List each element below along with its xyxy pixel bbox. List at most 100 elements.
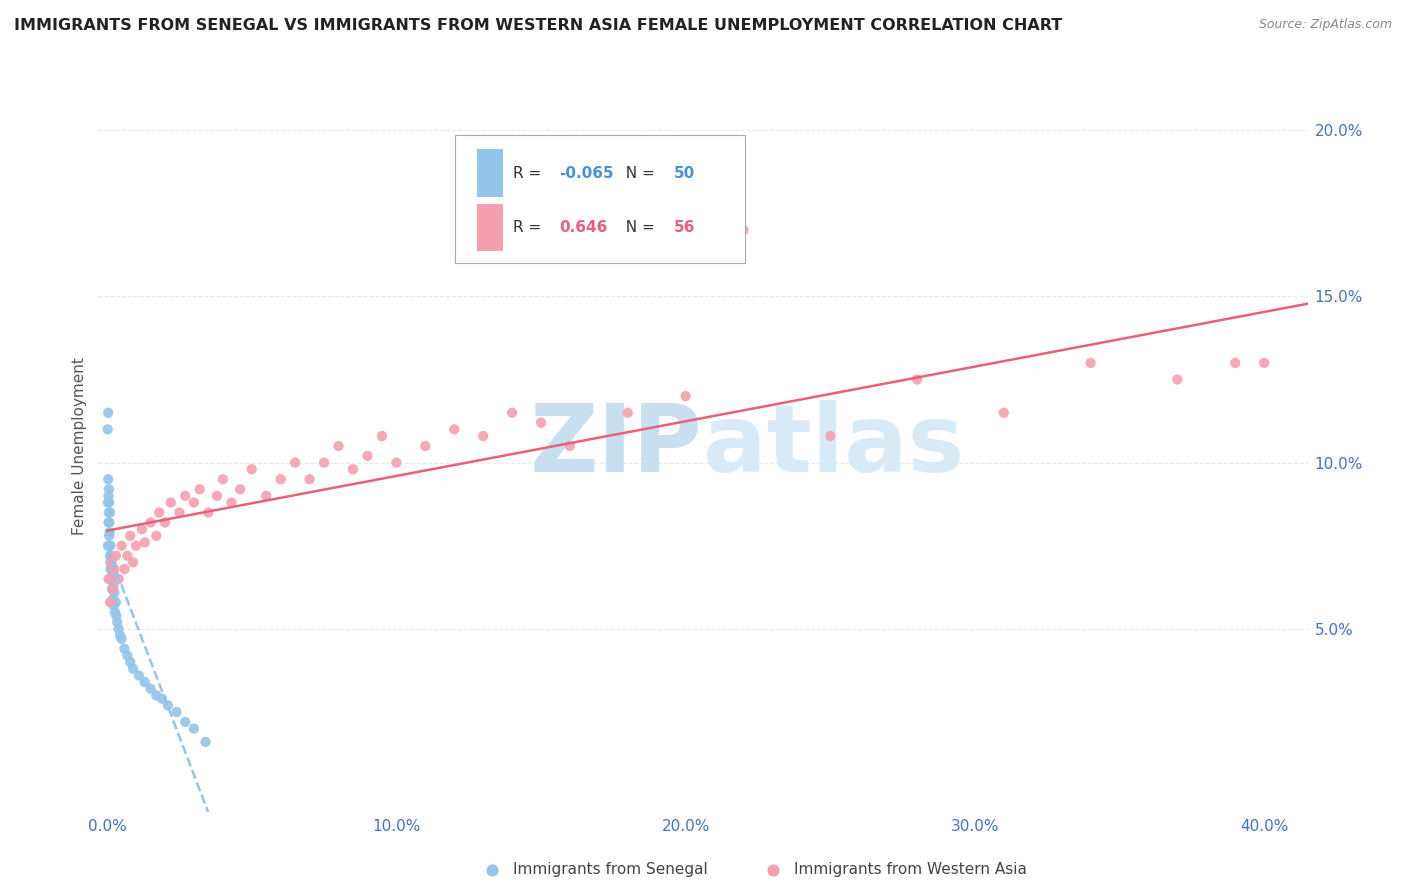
Point	[174, 714, 197, 729]
Point	[103, 585, 125, 599]
Point	[270, 472, 292, 486]
Point	[472, 429, 495, 443]
FancyBboxPatch shape	[477, 149, 503, 197]
Point	[312, 456, 335, 470]
Point	[101, 582, 124, 596]
Point	[413, 439, 436, 453]
Point	[1166, 372, 1188, 386]
Point	[97, 406, 120, 420]
Point	[100, 549, 122, 563]
Text: Immigrants from Western Asia: Immigrants from Western Asia	[794, 863, 1028, 877]
Text: IMMIGRANTS FROM SENEGAL VS IMMIGRANTS FROM WESTERN ASIA FEMALE UNEMPLOYMENT CORR: IMMIGRANTS FROM SENEGAL VS IMMIGRANTS FR…	[14, 18, 1063, 33]
Point	[98, 529, 121, 543]
Point	[134, 535, 156, 549]
Point	[254, 489, 277, 503]
Point	[148, 506, 170, 520]
Text: atlas: atlas	[703, 400, 965, 492]
Point	[117, 648, 139, 663]
Point	[97, 482, 120, 496]
Point	[110, 632, 132, 646]
Point	[221, 495, 243, 509]
Point	[98, 516, 121, 530]
Point	[131, 522, 153, 536]
Point	[122, 662, 145, 676]
Text: N =: N =	[616, 166, 659, 180]
Point	[105, 615, 128, 630]
Text: 0.646: 0.646	[560, 220, 607, 235]
Point	[100, 562, 122, 576]
Point	[1108, 705, 1130, 719]
Text: -0.065: -0.065	[560, 166, 614, 180]
Point	[1080, 356, 1102, 370]
Point	[98, 506, 121, 520]
Point	[97, 572, 120, 586]
Point	[103, 562, 125, 576]
Text: ZIP: ZIP	[530, 400, 703, 492]
Point	[183, 495, 205, 509]
Point	[125, 539, 148, 553]
Text: 56: 56	[673, 220, 696, 235]
Point	[97, 422, 120, 436]
Point	[905, 372, 928, 386]
Point	[120, 655, 142, 669]
Point	[356, 449, 378, 463]
Point	[114, 562, 136, 576]
Point	[107, 622, 129, 636]
Y-axis label: Female Unemployment: Female Unemployment	[72, 357, 87, 535]
Point	[128, 668, 150, 682]
Point	[229, 482, 252, 496]
Point	[101, 591, 124, 606]
Point	[284, 456, 307, 470]
Point	[139, 681, 162, 696]
Point	[675, 389, 697, 403]
Point	[150, 691, 173, 706]
Point	[98, 549, 121, 563]
Point	[174, 489, 197, 503]
Point	[240, 462, 263, 476]
Point	[328, 439, 350, 453]
Point	[104, 605, 127, 619]
Point	[197, 506, 219, 520]
FancyBboxPatch shape	[477, 203, 503, 252]
Point	[617, 406, 640, 420]
Point	[145, 689, 167, 703]
Point	[97, 489, 120, 503]
Point	[105, 608, 128, 623]
Point	[103, 599, 125, 613]
Point	[205, 489, 228, 503]
Point	[98, 495, 121, 509]
Point	[100, 562, 122, 576]
Point	[134, 675, 156, 690]
Point	[122, 555, 145, 569]
Point	[114, 641, 136, 656]
Point	[117, 549, 139, 563]
Point	[139, 516, 162, 530]
Point	[104, 549, 127, 563]
Point	[1253, 356, 1275, 370]
Point	[153, 516, 176, 530]
Text: Immigrants from Senegal: Immigrants from Senegal	[513, 863, 709, 877]
Point	[501, 406, 523, 420]
Point	[169, 506, 191, 520]
Point	[98, 525, 121, 540]
Point	[108, 628, 131, 642]
Text: R =: R =	[513, 166, 547, 180]
Point	[97, 495, 120, 509]
Point	[194, 735, 217, 749]
Point	[97, 472, 120, 486]
Text: N =: N =	[616, 220, 659, 235]
Point	[183, 722, 205, 736]
Point	[371, 429, 394, 443]
Point	[100, 572, 122, 586]
Point	[100, 552, 122, 566]
Point	[120, 529, 142, 543]
Point	[101, 568, 124, 582]
Point	[385, 456, 408, 470]
Point	[530, 416, 553, 430]
Point	[101, 582, 124, 596]
Point	[98, 539, 121, 553]
Point	[188, 482, 211, 496]
Point	[820, 429, 842, 443]
Point	[733, 223, 755, 237]
Point	[211, 472, 233, 486]
